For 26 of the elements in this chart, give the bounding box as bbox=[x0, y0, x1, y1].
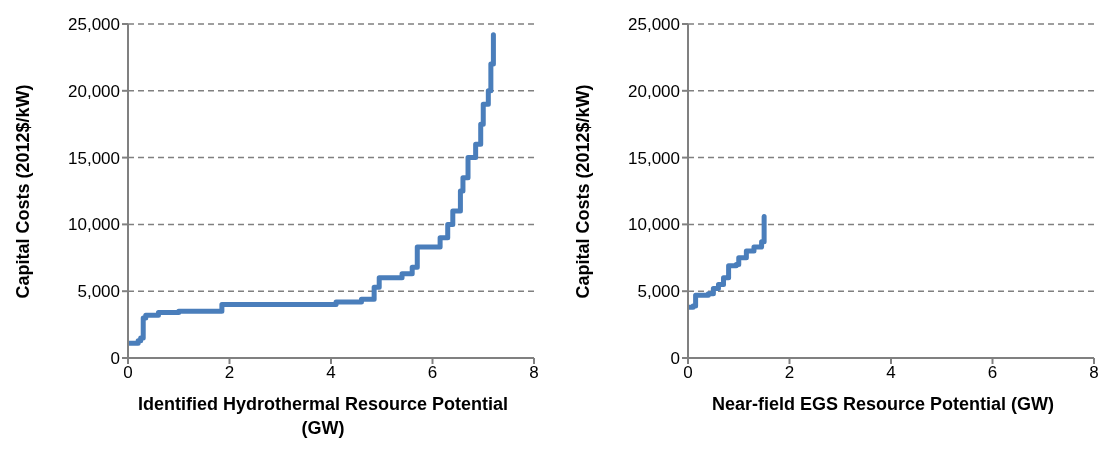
x-tick-label: 2 bbox=[224, 363, 235, 383]
y-tick-label: 25,000 bbox=[628, 15, 680, 35]
x-axis-title: Near-field EGS Resource Potential (GW) bbox=[710, 393, 1056, 416]
y-tick-label: 25,000 bbox=[68, 15, 120, 35]
x-tick-label: 8 bbox=[1089, 363, 1099, 383]
x-tick-label: 4 bbox=[326, 363, 336, 383]
x-tick-label: 2 bbox=[784, 363, 795, 383]
y-tick-label: 15,000 bbox=[68, 148, 120, 168]
x-axis-title: Identified Hydrothermal Resource Potential (GW) bbox=[136, 393, 510, 440]
y-tick-label: 20,000 bbox=[628, 81, 680, 101]
y-tick-label: 20,000 bbox=[68, 81, 120, 101]
x-tick-label: 8 bbox=[529, 363, 539, 383]
y-tick-label: 10,000 bbox=[628, 215, 680, 235]
y-tick-label: 0 bbox=[670, 349, 680, 369]
x-tick-label: 6 bbox=[427, 363, 438, 383]
y-tick-label: 5,000 bbox=[637, 282, 680, 302]
y-tick-label: 0 bbox=[110, 349, 120, 369]
x-tick-label: 4 bbox=[886, 363, 896, 383]
x-tick-label: 0 bbox=[683, 363, 693, 383]
x-tick-label: 6 bbox=[987, 363, 998, 383]
y-tick-label: 10,000 bbox=[68, 215, 120, 235]
y-axis-title: Capital Costs (2012$/kW) bbox=[12, 83, 34, 299]
x-tick-label: 0 bbox=[123, 363, 133, 383]
y-tick-label: 15,000 bbox=[628, 148, 680, 168]
y-tick-label: 5,000 bbox=[77, 282, 120, 302]
y-axis-title: Capital Costs (2012$/kW) bbox=[572, 83, 594, 299]
